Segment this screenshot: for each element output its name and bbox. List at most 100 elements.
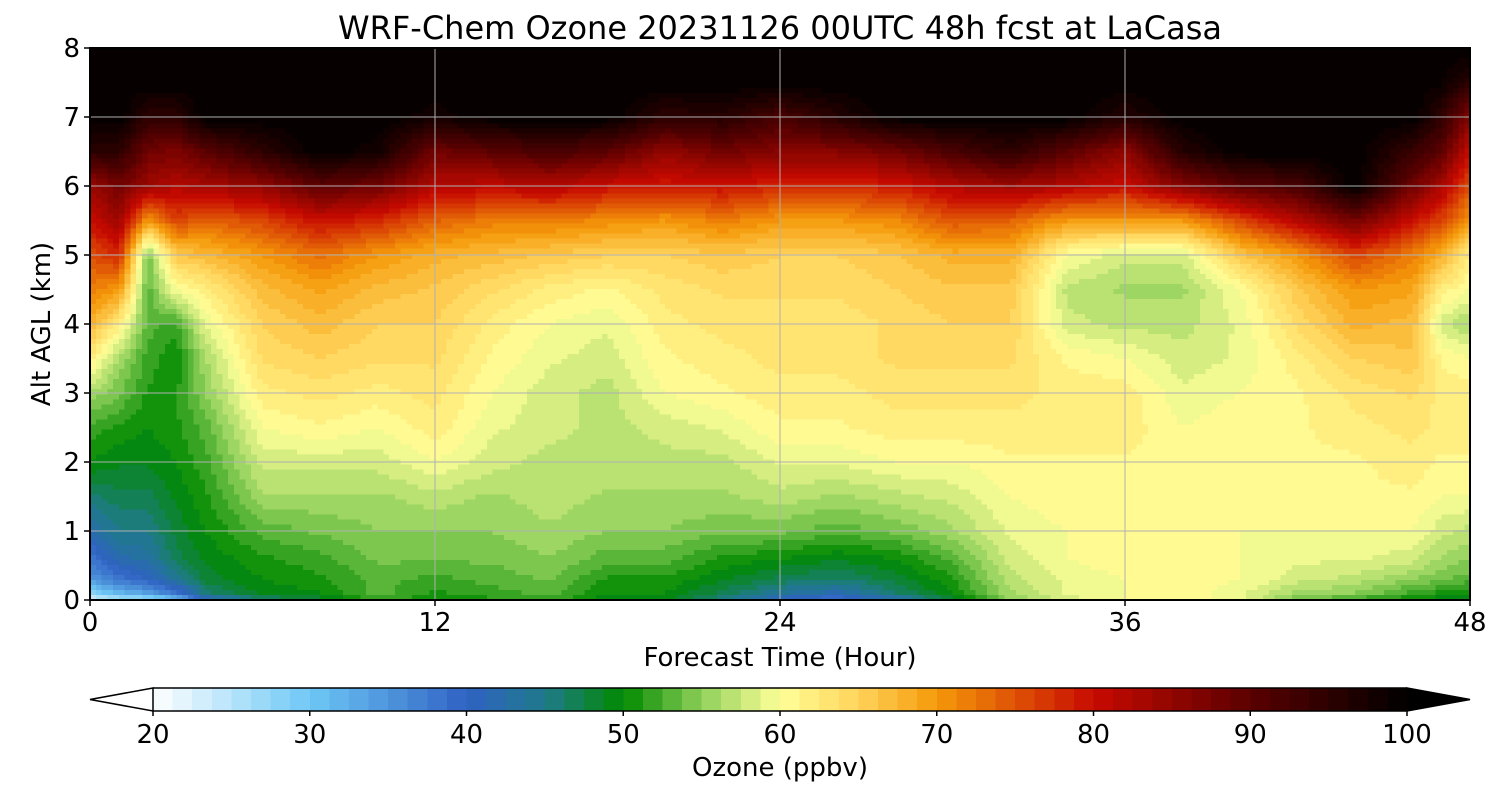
contour-cell xyxy=(193,293,200,300)
contour-cell xyxy=(187,499,195,506)
contour-cell xyxy=(101,329,108,335)
contour-cell xyxy=(302,374,310,380)
contour-cell xyxy=(118,168,126,175)
contour-cell xyxy=(130,188,137,195)
contour-cell xyxy=(141,278,149,285)
contour-cell xyxy=(256,218,264,225)
contour-cell xyxy=(228,559,235,566)
contour-cell xyxy=(199,454,206,461)
contour-cell xyxy=(348,283,356,290)
contour-cell xyxy=(297,499,304,506)
contour-cell xyxy=(118,128,126,134)
contour-cell xyxy=(337,153,344,159)
contour-cell xyxy=(101,108,108,114)
contour-cell xyxy=(210,509,218,516)
contour-cell xyxy=(337,384,344,390)
contour-cell xyxy=(182,223,189,230)
contour-cell xyxy=(331,123,338,129)
contour-cell xyxy=(164,128,172,134)
contour-cell xyxy=(216,569,223,576)
contour-cell xyxy=(320,103,327,109)
contour-cell xyxy=(130,98,137,104)
contour-cell xyxy=(308,63,315,69)
contour-cell xyxy=(182,63,189,69)
contour-cell xyxy=(251,88,258,94)
contour-cell xyxy=(199,499,206,506)
contour-cell xyxy=(170,153,177,159)
contour-cell xyxy=(314,569,321,576)
contour-cell xyxy=(325,123,333,129)
contour-cell xyxy=(314,318,321,325)
contour-cell xyxy=(205,429,212,435)
contour-cell xyxy=(216,409,223,415)
contour-cell xyxy=(107,594,114,600)
contour-cell xyxy=(291,98,298,104)
contour-cell xyxy=(262,133,269,139)
contour-cell xyxy=(130,118,137,124)
contour-cell xyxy=(233,339,241,345)
contour-cell xyxy=(164,143,172,149)
contour-cell xyxy=(308,98,315,104)
contour-cell xyxy=(308,544,315,551)
contour-cell xyxy=(222,589,229,596)
contour-cell xyxy=(141,499,149,506)
contour-cell xyxy=(210,253,218,260)
contour-cell xyxy=(251,73,258,79)
contour-cell xyxy=(297,514,304,521)
contour-cell xyxy=(95,143,103,149)
contour-cell xyxy=(228,168,235,175)
contour-cell xyxy=(130,469,137,476)
contour-cell xyxy=(164,58,172,64)
contour-cell xyxy=(285,364,292,370)
contour-cell xyxy=(118,113,126,119)
contour-cell xyxy=(216,454,223,461)
contour-cell xyxy=(164,374,172,380)
contour-cell xyxy=(153,464,160,471)
contour-cell xyxy=(320,203,327,210)
contour-cell xyxy=(101,559,108,566)
contour-cell xyxy=(107,534,114,541)
contour-cell xyxy=(245,68,252,74)
contour-cell xyxy=(308,439,315,446)
contour-cell xyxy=(337,58,344,64)
contour-cell xyxy=(251,564,258,571)
contour-cell xyxy=(325,464,333,471)
contour-cell xyxy=(245,103,252,109)
contour-cell xyxy=(182,153,189,159)
contour-cell xyxy=(297,308,304,315)
contour-cell xyxy=(95,369,103,375)
contour-cell xyxy=(331,424,338,430)
contour-cell xyxy=(107,349,114,355)
contour-cell xyxy=(337,489,344,496)
contour-cell xyxy=(343,108,350,114)
contour-cell xyxy=(331,489,338,496)
contour-cell xyxy=(136,499,143,506)
contour-cell xyxy=(107,313,114,320)
contour-cell xyxy=(118,324,126,330)
contour-cell xyxy=(308,113,315,119)
contour-cell xyxy=(205,263,212,270)
contour-cell xyxy=(308,158,315,165)
contour-cell xyxy=(124,444,131,451)
contour-cell xyxy=(233,349,241,355)
contour-cell xyxy=(107,354,114,360)
contour-cell xyxy=(124,293,131,300)
contour-cell xyxy=(291,288,298,295)
contour-cell xyxy=(147,278,154,285)
contour-cell xyxy=(274,554,281,561)
contour-cell xyxy=(199,93,206,99)
contour-cell xyxy=(176,329,183,335)
contour-cell xyxy=(325,288,333,295)
contour-cell xyxy=(216,243,223,250)
contour-cell xyxy=(314,223,321,230)
contour-cell xyxy=(193,248,200,255)
contour-cell xyxy=(285,78,292,84)
contour-cell xyxy=(90,283,97,290)
contour-cell xyxy=(95,559,103,566)
contour-cell xyxy=(90,123,97,129)
contour-cell xyxy=(107,68,114,74)
contour-cell xyxy=(245,529,252,536)
contour-cell xyxy=(314,469,321,476)
contour-cell xyxy=(170,278,177,285)
contour-cell xyxy=(187,359,195,365)
